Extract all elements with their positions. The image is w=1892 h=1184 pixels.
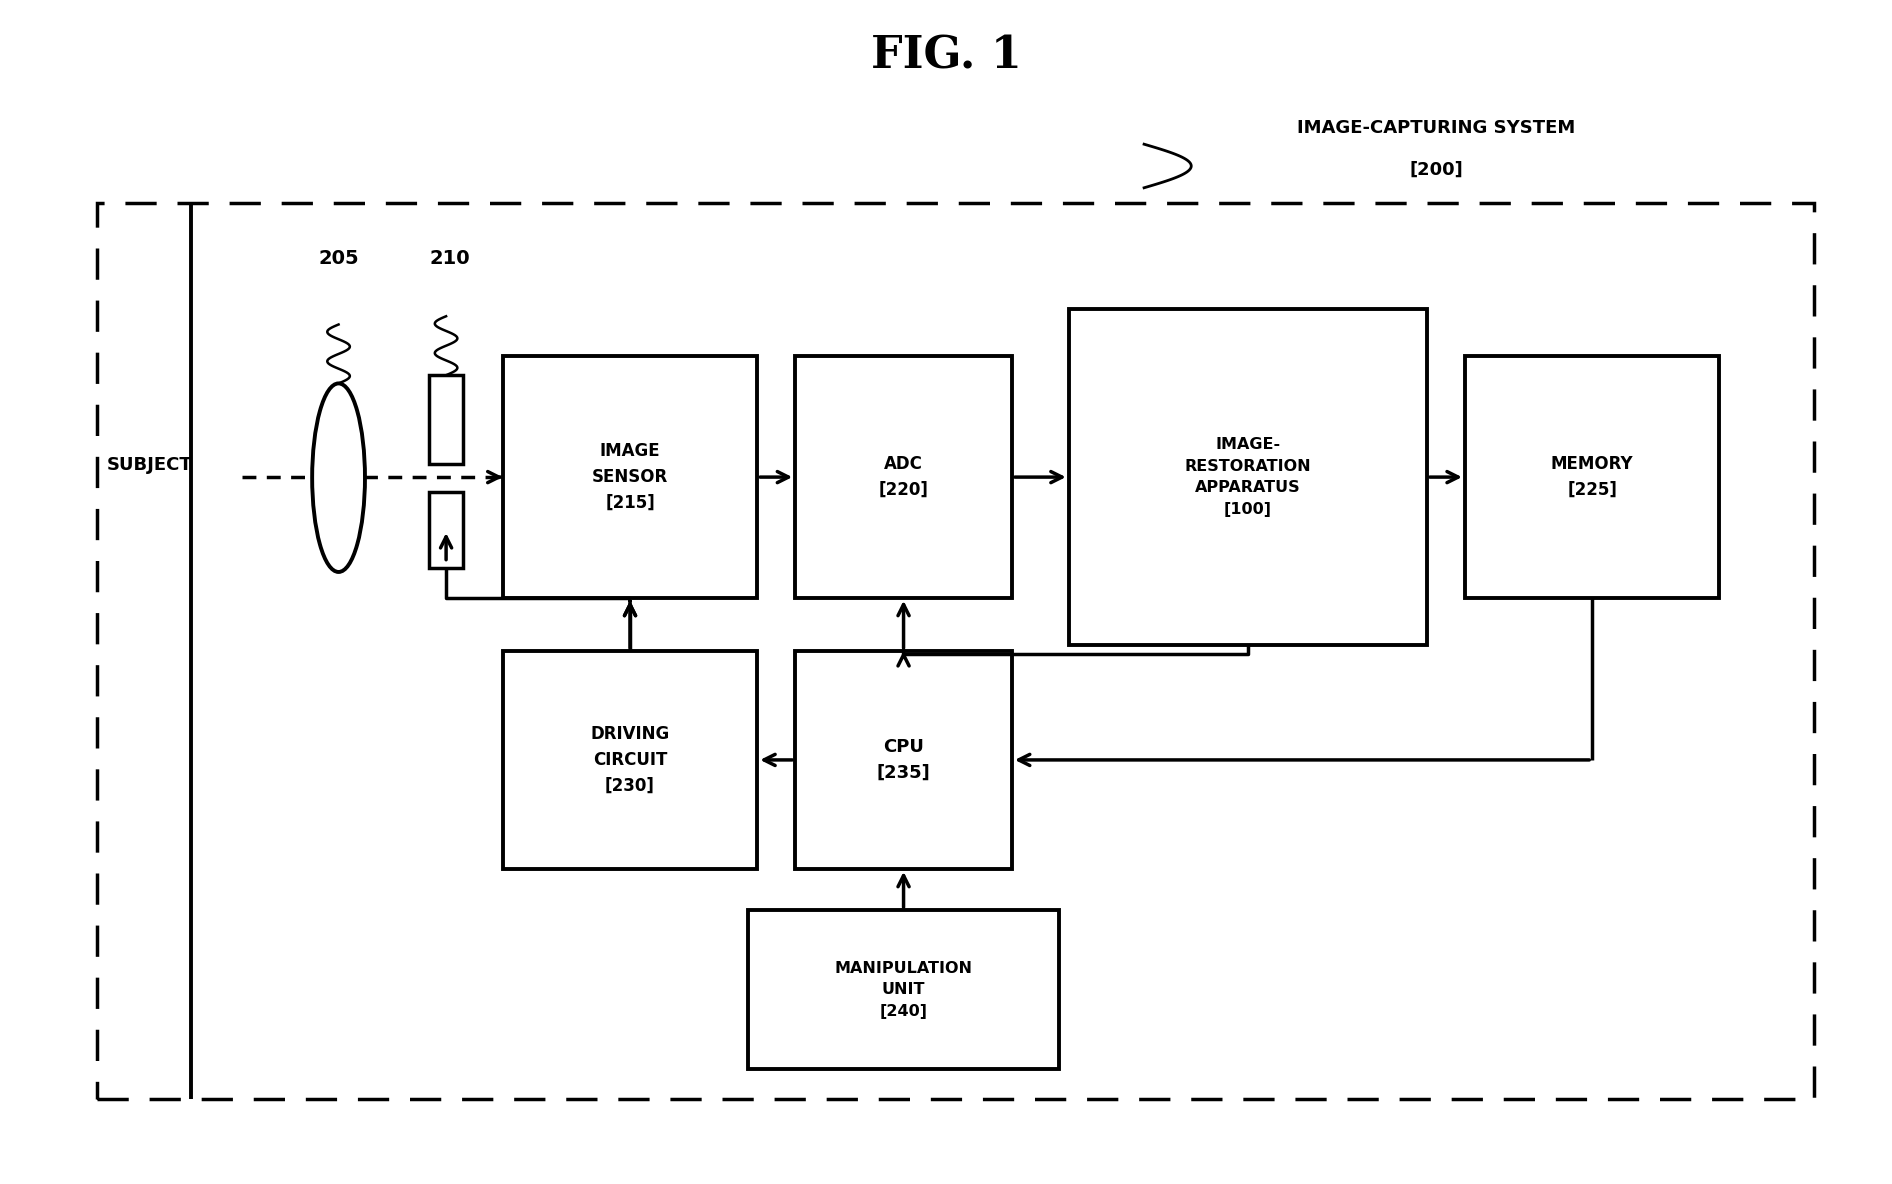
Text: IMAGE-
RESTORATION
APPARATUS
[100]: IMAGE- RESTORATION APPARATUS [100] <box>1184 437 1311 517</box>
FancyBboxPatch shape <box>795 651 1012 869</box>
Text: IMAGE
SENSOR
[215]: IMAGE SENSOR [215] <box>592 443 668 511</box>
FancyBboxPatch shape <box>747 910 1060 1069</box>
Text: MEMORY
[225]: MEMORY [225] <box>1551 456 1633 498</box>
Text: 210: 210 <box>429 249 471 268</box>
FancyBboxPatch shape <box>1069 309 1427 645</box>
FancyBboxPatch shape <box>1464 356 1720 598</box>
Bar <box>96 204 1814 1099</box>
Text: CPU
[235]: CPU [235] <box>876 738 931 781</box>
Text: 205: 205 <box>318 249 359 268</box>
Text: IMAGE-CAPTURING SYSTEM: IMAGE-CAPTURING SYSTEM <box>1298 120 1576 137</box>
Text: ADC
[220]: ADC [220] <box>878 456 929 498</box>
FancyBboxPatch shape <box>795 356 1012 598</box>
FancyBboxPatch shape <box>503 651 757 869</box>
Text: [200]: [200] <box>1410 161 1463 179</box>
FancyBboxPatch shape <box>429 375 464 464</box>
Ellipse shape <box>312 384 365 572</box>
FancyBboxPatch shape <box>429 491 464 568</box>
Text: DRIVING
CIRCUIT
[230]: DRIVING CIRCUIT [230] <box>590 726 670 794</box>
Text: SUBJECT: SUBJECT <box>106 456 193 474</box>
Text: MANIPULATION
UNIT
[240]: MANIPULATION UNIT [240] <box>834 960 972 1018</box>
FancyBboxPatch shape <box>503 356 757 598</box>
Text: FIG. 1: FIG. 1 <box>870 34 1022 77</box>
